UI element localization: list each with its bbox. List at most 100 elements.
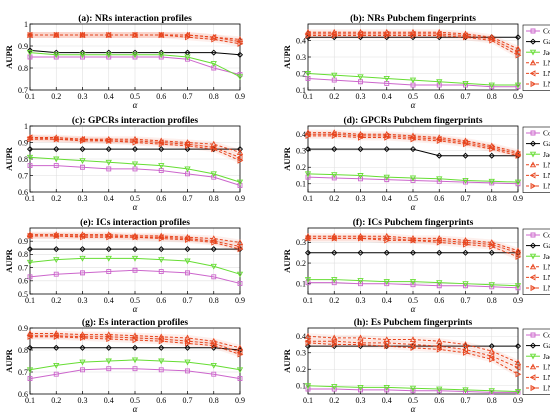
legend-entry: Gauss [526,37,550,46]
legend-marker [530,384,537,392]
x-tick-label: 0.7 [183,296,193,305]
x-tick-label: 0.8 [209,396,219,405]
data-point [211,145,218,153]
y-tick-label: 0.8 [18,155,28,164]
x-tick-label: 0.6 [434,396,444,405]
data-point [237,376,243,382]
data-point [383,132,390,140]
data-point [26,332,33,339]
series-lns-180 [305,132,522,159]
data-point [210,61,217,67]
data-point [462,80,469,87]
data-point [331,249,338,256]
data-point [410,136,417,143]
legend-label: LNS-360 [543,384,550,393]
data-point [435,342,442,350]
y-axis-label: AUPR [282,44,292,68]
data-point [211,342,218,349]
x-tick-label: 0.7 [461,396,471,405]
chart-panel-8: (h): Es Pubchem fingerprints 0.1 0.2 0.3 0.4… [282,317,550,413]
data-point [106,166,112,172]
y-tick-label: 0.6 [18,390,28,399]
data-point [80,234,86,241]
x-tick-label: 0.2 [329,296,339,305]
data-point [436,79,443,86]
data-point [488,35,495,43]
x-tick-label: 0.2 [329,92,339,101]
data-point [514,179,522,186]
data-point [489,356,496,363]
data-point [80,164,85,170]
y-tick-label: 0.3 [296,147,306,156]
legend-label: LNS-180 [543,284,550,293]
x-tick-label: 0.1 [25,396,35,405]
y-tick-label: 0.7 [18,171,28,180]
data-point [515,52,522,59]
data-point [53,163,59,169]
data-point [436,346,443,353]
data-point [237,157,244,164]
data-point [462,249,469,256]
data-point [132,267,138,273]
data-point [237,40,244,47]
data-point [488,352,495,360]
data-point [383,76,390,82]
legend-marker [530,182,537,190]
data-point [331,384,338,390]
y-axis-label: AUPR [282,146,292,170]
x-tick-label: 0.3 [356,396,366,405]
x-tick-label: 0.2 [51,92,61,101]
data-point [210,263,217,270]
data-point [304,30,311,38]
x-tick-label: 0.2 [51,396,61,405]
legend-marker [529,263,537,270]
data-point [305,339,312,347]
data-point [462,281,469,288]
x-tick-label: 0.9 [235,194,245,203]
data-point [331,341,338,348]
legend-label: LNS-120 [543,362,550,371]
legend-label: Gauss [543,139,550,148]
data-point [132,139,139,146]
legend-entry: LNS-180 [526,182,550,191]
y-tick-label: 0.1 [296,382,306,391]
data-point [304,171,312,178]
data-point [184,54,191,61]
data-point [358,134,364,141]
data-point [409,341,416,348]
legend-entry: Cosine [526,331,550,340]
data-point [105,358,112,365]
y-tick-label: 0.2 [296,365,306,374]
data-point [131,52,139,59]
data-point [185,270,190,276]
data-point [80,137,86,145]
y-tick-label: 0.9 [18,324,28,333]
data-point [53,136,60,143]
data-point [383,279,390,285]
data-point [185,171,190,177]
series-lns-180 [305,235,522,261]
x-tick-label: 0.6 [434,92,444,101]
series-lns-180 [27,232,244,253]
data-point [184,246,191,253]
data-point [409,134,416,141]
x-tick-label: 0.1 [303,296,313,305]
legend-marker [529,374,536,381]
data-point [53,232,60,240]
data-point [158,246,165,253]
data-point [304,332,312,339]
data-point [304,71,312,77]
data-point [331,72,338,79]
legend-box [522,328,550,395]
legend-label: Cosine [543,231,550,240]
series-jaccard [304,383,522,395]
data-point [158,52,165,59]
legend-entry: LNS-360 [526,384,550,393]
data-point [236,344,244,351]
data-point [158,344,165,351]
data-point [26,259,34,266]
data-point [236,149,244,155]
chart-panel-1: (a): NRs interaction profiles 0.7 0.8 0.9 1 0… [4,13,245,110]
y-axis-label: AUPR [4,348,14,372]
data-point [53,344,60,351]
